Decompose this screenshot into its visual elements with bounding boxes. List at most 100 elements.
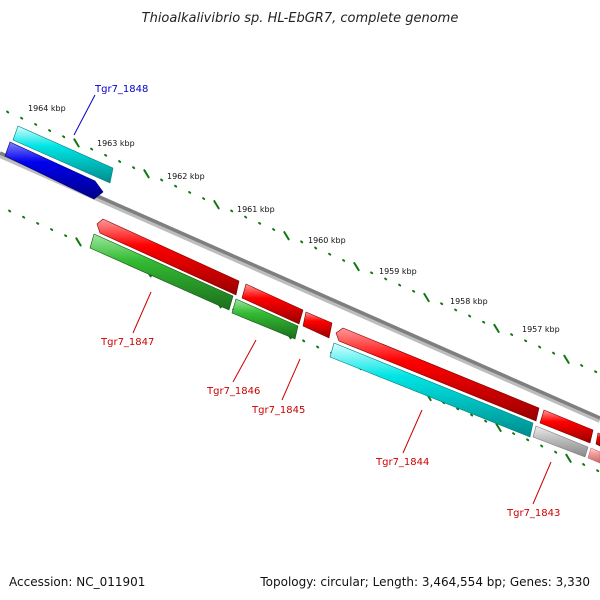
outer-tick-29 xyxy=(412,289,416,293)
gene-feature-tgr7-1846-forward[interactable] xyxy=(241,283,304,325)
gene-feature-tgr7-1846-reverse[interactable] xyxy=(231,298,299,340)
label-leaders xyxy=(73,94,552,505)
genome-backbone xyxy=(0,151,600,420)
gene-feature-offscreen-pseudo[interactable] xyxy=(587,447,600,464)
outer-tick-39 xyxy=(552,351,556,355)
gene-feature-tgr7-1844-other[interactable] xyxy=(329,342,534,438)
outer-tick-ring xyxy=(6,110,598,374)
outer-tick-21 xyxy=(300,240,304,244)
inner-tick-37 xyxy=(526,438,530,442)
outer-tick-4 xyxy=(62,135,66,139)
outer-tick-10 xyxy=(143,169,150,179)
gene-feature-offscreen-forward[interactable] xyxy=(595,432,600,447)
leader-line-tgr7-1843 xyxy=(532,461,552,505)
outer-tick-18 xyxy=(258,221,262,225)
outer-tick-26 xyxy=(370,271,374,275)
outer-tick-14 xyxy=(202,197,206,200)
outer-tick-6 xyxy=(90,147,94,151)
map-title: Thioalkalivibrio sp. HL-EbGR7, complete … xyxy=(142,11,459,26)
inner-tick-38 xyxy=(540,444,544,448)
outer-tick-5 xyxy=(73,138,80,148)
outer-tick-33 xyxy=(468,314,472,318)
outer-tick-11 xyxy=(160,178,164,182)
inner-tick-35 xyxy=(495,422,502,432)
gene-feature-tgr7-1845[interactable] xyxy=(302,311,333,339)
outer-tick-40 xyxy=(563,354,570,364)
leader-line-tgr7-1846 xyxy=(232,339,257,383)
gene-feature-tgr7-1848-rna[interactable] xyxy=(4,141,104,200)
outer-tick-20 xyxy=(283,231,290,241)
leader-line-tgr7-1844 xyxy=(402,409,423,454)
gene-labels: Tgr7_1848 Tgr7_1847 Tgr7_1846 Tgr7_1845 … xyxy=(94,84,560,519)
outer-tick-9 xyxy=(132,166,136,170)
outer-tick-2 xyxy=(34,123,38,126)
gene-label-tgr7-1847[interactable]: Tgr7_1847 xyxy=(100,337,154,348)
outer-tick-15 xyxy=(213,200,220,210)
outer-tick-34 xyxy=(482,320,486,324)
outer-tick-24 xyxy=(342,259,346,262)
outer-tick-0 xyxy=(6,110,10,114)
inner-tick-36 xyxy=(512,432,516,435)
kbp-label-1958: 1958 kbp xyxy=(450,297,488,306)
inner-tick-32 xyxy=(456,407,460,411)
outer-tick-31 xyxy=(440,302,444,306)
inner-tick-42 xyxy=(596,469,600,473)
inner-tick-40 xyxy=(565,453,572,463)
kbp-label-1963: 1963 kbp xyxy=(97,139,135,148)
gene-label-tgr7-1843[interactable]: Tgr7_1843 xyxy=(506,508,560,519)
kbp-label-1962: 1962 kbp xyxy=(167,172,205,181)
inner-tick-33 xyxy=(470,413,474,417)
accession-text: Accession: NC_011901 xyxy=(9,575,145,589)
kbp-label-1959: 1959 kbp xyxy=(379,267,417,276)
gene-feature-tgr7-1843-pseudo[interactable] xyxy=(532,425,589,458)
gene-features xyxy=(4,125,600,464)
outer-tick-35 xyxy=(493,323,500,333)
kbp-label-1964: 1964 kbp xyxy=(28,104,66,113)
outer-tick-12 xyxy=(174,184,178,188)
outer-tick-28 xyxy=(398,283,402,287)
inner-tick-5 xyxy=(75,237,82,247)
inner-tick-2 xyxy=(36,222,40,225)
inner-tick-4 xyxy=(64,234,68,238)
gene-feature-tgr7-1843-forward[interactable] xyxy=(539,409,594,444)
outer-tick-19 xyxy=(272,228,276,231)
outer-tick-32 xyxy=(454,308,458,312)
inner-tick-1 xyxy=(22,215,26,219)
gene-label-tgr7-1845[interactable]: Tgr7_1845 xyxy=(251,405,305,416)
gene-feature-tgr7-1847-reverse[interactable] xyxy=(89,233,234,311)
outer-tick-38 xyxy=(538,345,542,349)
gene-label-tgr7-1848[interactable]: Tgr7_1848 xyxy=(94,84,148,95)
kbp-label-1961: 1961 kbp xyxy=(237,205,275,214)
outer-tick-37 xyxy=(524,339,528,343)
inner-tick-0 xyxy=(8,209,12,213)
gene-label-tgr7-1846[interactable]: Tgr7_1846 xyxy=(206,386,260,397)
genome-summary-text: Topology: circular; Length: 3,464,554 bp… xyxy=(259,575,590,589)
leader-line-tgr7-1848 xyxy=(73,94,96,136)
outer-tick-27 xyxy=(384,277,388,281)
inner-tick-21 xyxy=(302,339,306,343)
inner-tick-34 xyxy=(484,419,488,423)
inner-tick-41 xyxy=(582,463,586,466)
inner-tick-22 xyxy=(316,345,320,349)
outer-tick-16 xyxy=(230,209,234,213)
leader-line-tgr7-1847 xyxy=(132,291,152,334)
kbp-labels: 1964 kbp 1963 kbp 1962 kbp 1961 kbp 1960… xyxy=(28,104,560,334)
outer-tick-30 xyxy=(423,292,430,303)
inner-tick-3 xyxy=(50,228,54,231)
outer-tick-25 xyxy=(353,262,360,272)
outer-tick-8 xyxy=(118,160,122,163)
gene-feature-tgr7-1844-forward[interactable] xyxy=(335,327,540,422)
outer-tick-7 xyxy=(104,153,108,157)
kbp-label-1957: 1957 kbp xyxy=(522,325,560,334)
gene-feature-tgr7-1847-forward[interactable] xyxy=(96,218,240,296)
inner-tick-39 xyxy=(554,450,558,454)
outer-tick-17 xyxy=(244,215,248,219)
backbone-shadow xyxy=(0,152,600,423)
leader-line-tgr7-1845 xyxy=(281,358,301,401)
outer-tick-23 xyxy=(328,252,332,256)
gene-feature-tgr7-1848-cds[interactable] xyxy=(12,125,114,184)
outer-tick-41 xyxy=(580,364,584,367)
gene-label-tgr7-1844[interactable]: Tgr7_1844 xyxy=(375,457,429,468)
